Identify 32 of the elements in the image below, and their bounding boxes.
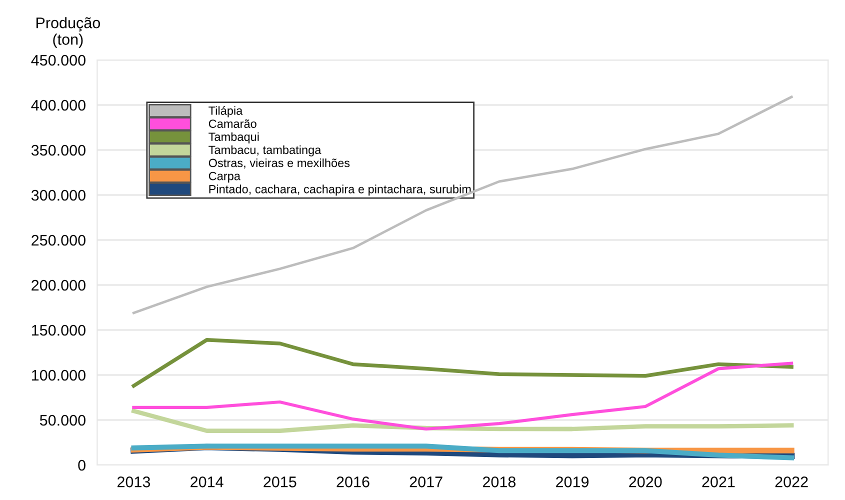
y-axis-title: Produção (ton) — [36, 17, 100, 48]
legend-label: Tilápia — [208, 106, 243, 118]
line-series — [132, 408, 794, 433]
x-tick-label: 2019 — [556, 476, 589, 488]
legend-label: Tambacu, tambatinga — [208, 145, 322, 156]
y-tick-label: 150.000 — [32, 324, 86, 336]
legend-label: Camarão — [208, 119, 256, 128]
legend-label: Pintado, cachara, cachapira e pintachara, surubim — [209, 184, 471, 196]
y-tick-label: 250.000 — [32, 234, 86, 246]
x-tick-label: 2018 — [482, 476, 516, 488]
y-tick-label: 200.000 — [32, 280, 86, 291]
legend-label: Tambaqui — [208, 132, 259, 144]
y-tick-label: 300.000 — [31, 190, 86, 201]
x-tick-label: 2016 — [336, 476, 370, 488]
line-series — [132, 96, 793, 314]
legend-label: Ostras, vieiras e mexilhões — [208, 158, 350, 169]
x-tick-label: 2015 — [264, 476, 296, 488]
x-tick-label: 2021 — [702, 476, 735, 488]
y-tick-label: 450.000 — [31, 54, 86, 66]
line-series — [132, 338, 794, 388]
y-tick-label: 50.000 — [40, 414, 86, 426]
x-tick-label: 2020 — [629, 476, 662, 488]
y-tick-label: 400.000 — [31, 100, 86, 111]
y-tick-label: 350.000 — [31, 144, 86, 156]
x-tick-label: 2014 — [190, 476, 224, 488]
y-tick-label: 0 — [78, 460, 86, 471]
x-tick-label: 2022 — [775, 476, 808, 488]
line-series — [132, 362, 794, 431]
x-tick-label: 2017 — [410, 476, 442, 488]
x-tick-label: 2013 — [118, 476, 150, 488]
y-tick-label: 100.000 — [32, 370, 86, 381]
legend-label: Carpa — [208, 172, 240, 183]
